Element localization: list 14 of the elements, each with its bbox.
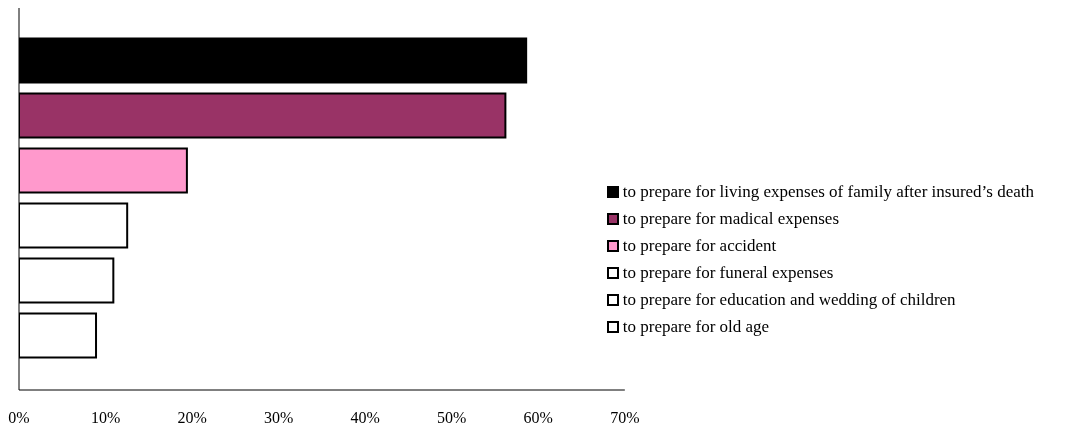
- legend-label: to prepare for funeral expenses: [622, 262, 834, 283]
- legend-label: to prepare for living expenses of family after insured’s death: [622, 181, 1034, 202]
- x-tick-label: 50%: [437, 409, 467, 427]
- legend-label: to prepare for education and wedding of children: [622, 289, 956, 310]
- x-tick-label: 20%: [177, 409, 207, 427]
- legend-label: to prepare for old age: [622, 316, 770, 337]
- x-tick-label: 0%: [8, 409, 30, 427]
- legend-label: to prepare for madical expenses: [622, 208, 840, 229]
- x-tick-label: 70%: [610, 409, 640, 427]
- legend-label: to prepare for accident: [622, 235, 777, 256]
- x-tick-label: 40%: [350, 409, 380, 427]
- x-tick-label: 10%: [90, 409, 121, 427]
- x-tick-label: 30%: [263, 409, 294, 427]
- x-tick-label: 60%: [523, 409, 553, 427]
